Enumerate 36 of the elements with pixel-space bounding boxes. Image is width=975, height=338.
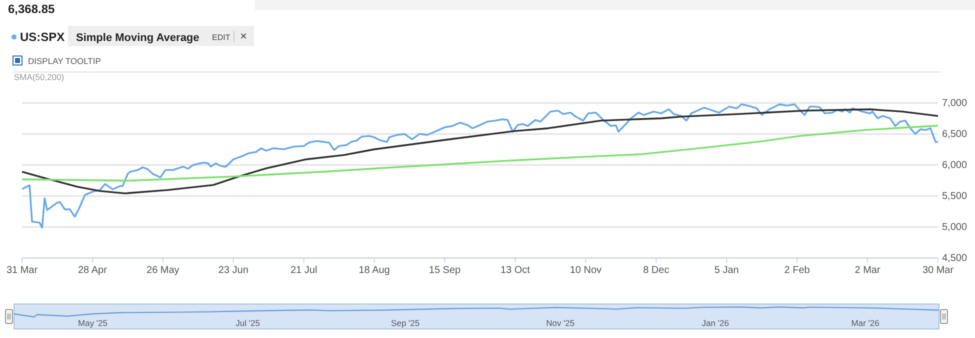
x-tick-label: Mar '26: [851, 318, 880, 328]
x-tick-label: Nov '25: [546, 318, 575, 328]
x-tick-label: Sep '25: [391, 318, 420, 328]
x-tick-label: 31 Mar: [6, 265, 38, 276]
y-tick-label: 6,000: [942, 160, 968, 171]
annotation: SMA(50,200): [14, 72, 64, 82]
x-tick-label: 13 Oct: [500, 265, 530, 276]
x-tick-label: Jan '26: [702, 318, 730, 328]
text: DISPLAY TOOLTIP: [28, 56, 102, 66]
y-tick-label: 6,500: [942, 129, 968, 140]
x-tick-label: 5 Jan: [714, 265, 739, 276]
x-tick-label: Jul '25: [236, 318, 260, 328]
line-series: [21, 108, 939, 194]
x-tick-label: 15 Sep: [428, 265, 462, 276]
x-tick-label: 2 Feb: [784, 265, 810, 276]
x-tick-label: 30 Mar: [922, 265, 954, 276]
chart-title: 6,368.85: [8, 2, 56, 16]
y-tick-label: 5,000: [942, 222, 968, 233]
text: ×: [240, 29, 248, 43]
x-tick-label: 2 Mar: [854, 265, 881, 276]
x-tick-label: 26 May: [146, 265, 180, 276]
legend-label: US:SPX: [20, 30, 65, 44]
x-tick-label: 21 Jul: [290, 265, 318, 276]
text: Simple Moving Average: [76, 32, 200, 44]
y-tick-label: 4,500: [942, 253, 968, 264]
line-series: [21, 103, 939, 229]
x-tick-label: 23 Jun: [218, 265, 248, 276]
x-tick-label: May '25: [78, 318, 108, 328]
line-series: [21, 124, 939, 182]
text: EDIT: [212, 33, 230, 42]
x-tick-label: 28 Apr: [78, 265, 108, 276]
y-tick-label: 7,000: [942, 98, 968, 109]
x-tick-label: 18 Aug: [358, 265, 390, 276]
x-tick-label: 10 Nov: [570, 265, 602, 276]
y-tick-label: 5,500: [942, 191, 968, 202]
x-tick-label: 8 Dec: [643, 265, 670, 276]
